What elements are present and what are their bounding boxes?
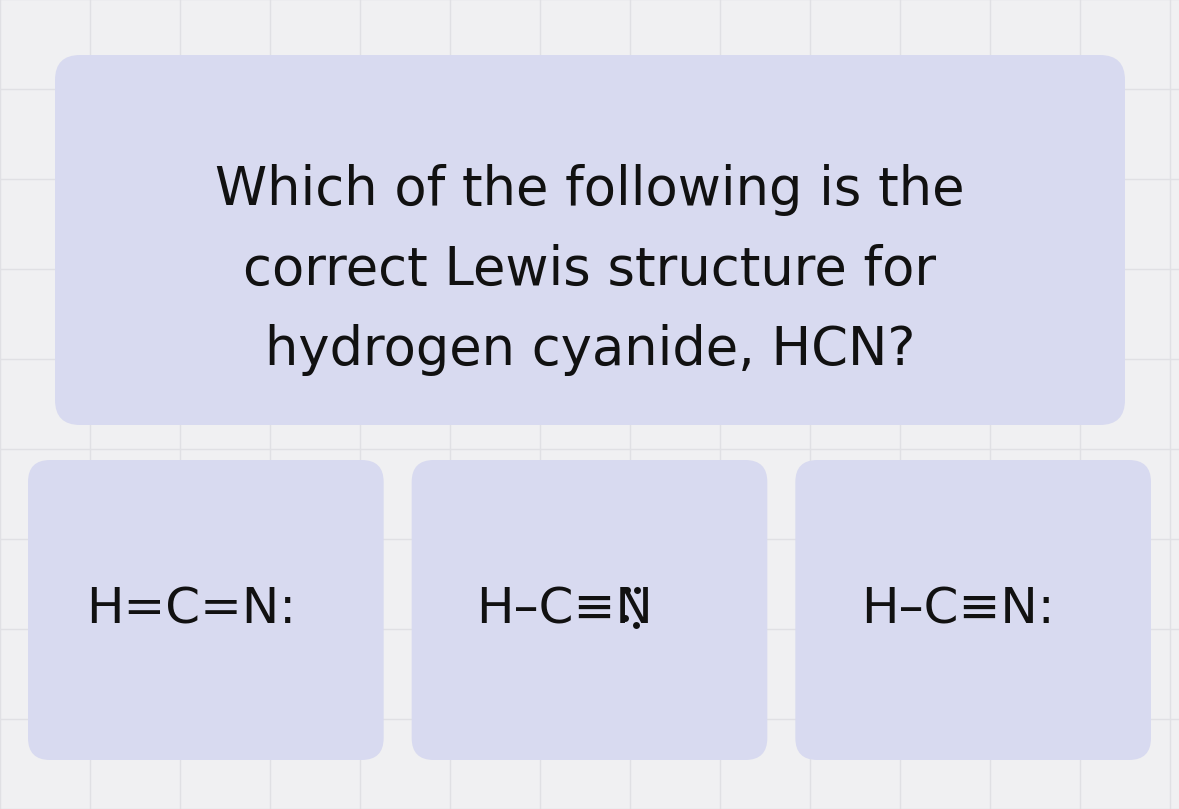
- Text: correct Lewis structure for: correct Lewis structure for: [243, 244, 936, 296]
- FancyBboxPatch shape: [796, 460, 1151, 760]
- Text: H–C≡N: H–C≡N: [476, 586, 653, 634]
- FancyBboxPatch shape: [28, 460, 383, 760]
- Text: H=C=N:: H=C=N:: [86, 586, 296, 634]
- Text: Which of the following is the: Which of the following is the: [216, 164, 964, 216]
- Text: H–C≡N:: H–C≡N:: [862, 586, 1055, 634]
- FancyBboxPatch shape: [411, 460, 768, 760]
- FancyBboxPatch shape: [55, 55, 1125, 425]
- Text: hydrogen cyanide, HCN?: hydrogen cyanide, HCN?: [265, 324, 915, 376]
